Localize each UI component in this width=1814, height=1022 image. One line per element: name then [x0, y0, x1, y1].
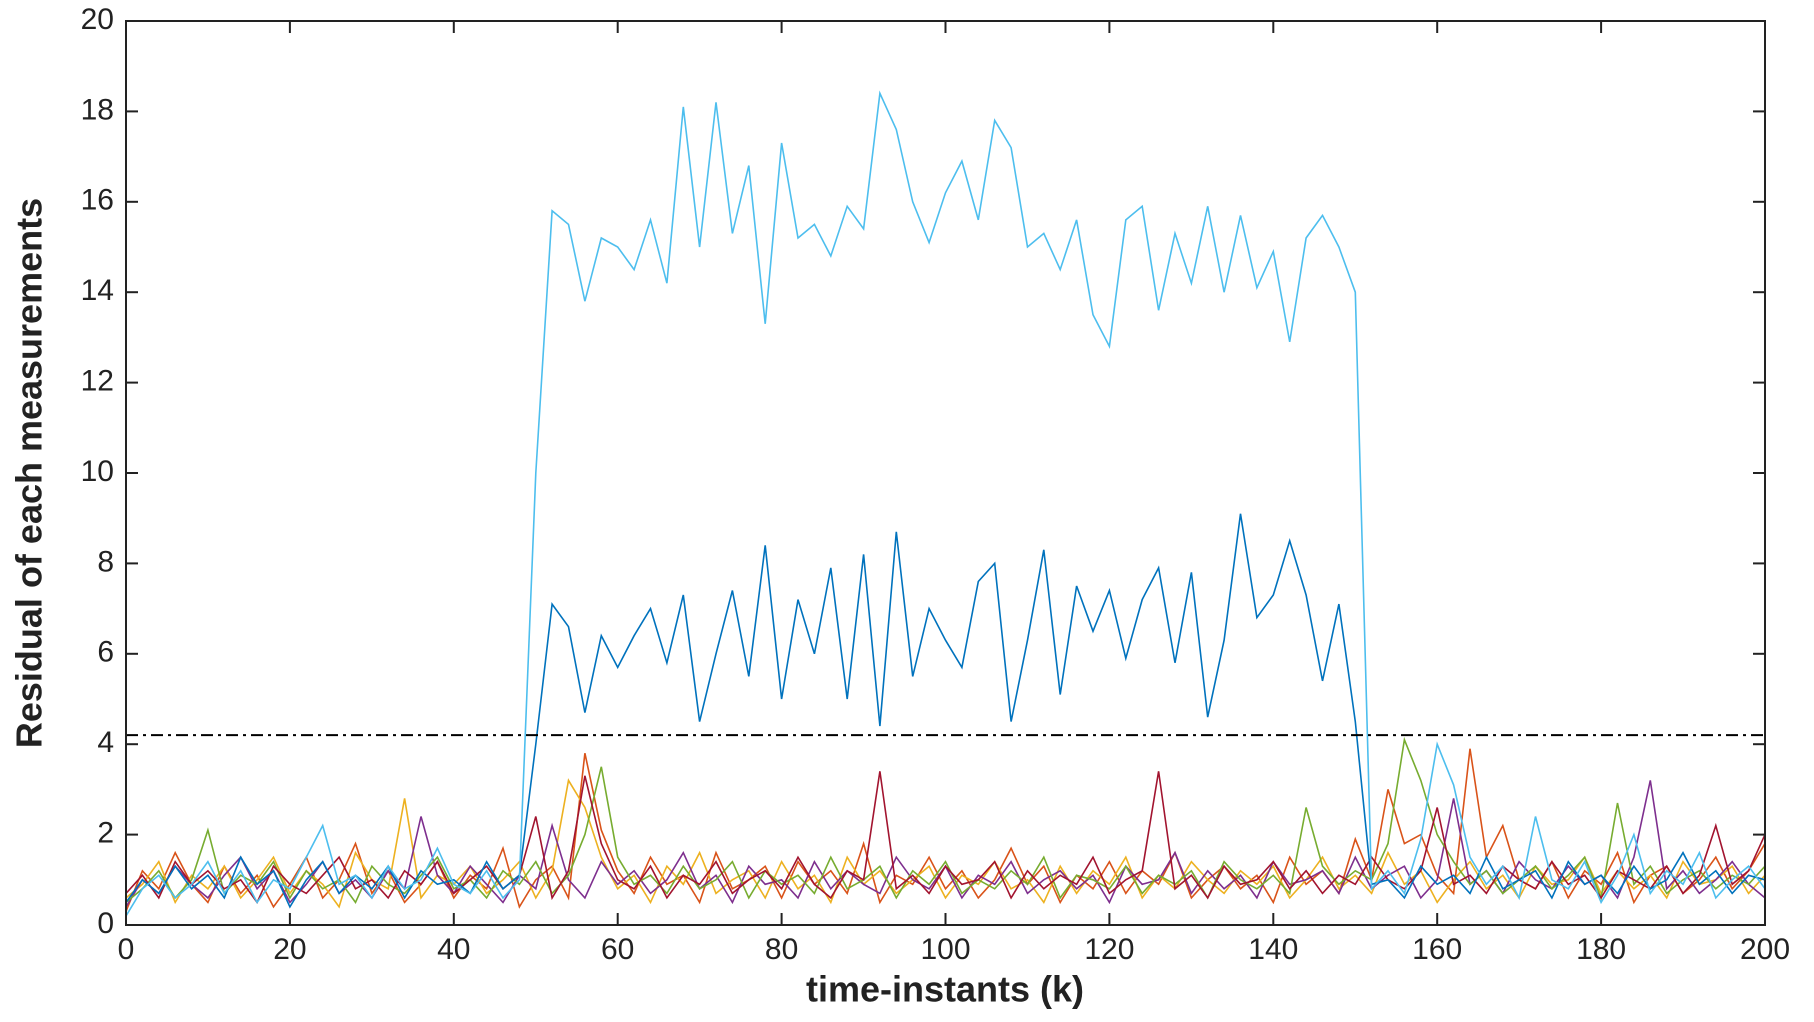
x-tick-label: 200 [1740, 933, 1790, 966]
plot-frame [125, 20, 1766, 926]
x-axis-label: time-instants (k) [806, 969, 1084, 1010]
y-tick-label: 18 [81, 93, 114, 126]
data-line [125, 748, 1766, 912]
x-tick-label: 40 [437, 933, 470, 966]
y-tick-label: 12 [81, 365, 114, 398]
x-tick-label: 20 [273, 933, 306, 966]
y-tick-label: 8 [97, 545, 114, 578]
x-tick-label: 0 [118, 933, 135, 966]
x-tick-label: 120 [1084, 933, 1134, 966]
data-line [125, 771, 1766, 904]
x-tick-label: 60 [601, 933, 634, 966]
data-line [125, 90, 1766, 917]
x-tick-label: 100 [920, 933, 970, 966]
y-tick-label: 4 [97, 726, 114, 759]
y-tick-label: 14 [81, 274, 114, 307]
y-tick-label: 2 [97, 817, 114, 850]
data-line [125, 513, 1766, 909]
x-tick-label: 180 [1576, 933, 1626, 966]
y-tick-label: 20 [81, 3, 114, 36]
y-tick-label: 6 [97, 636, 114, 669]
y-tick-label: 0 [97, 907, 114, 940]
x-tick-label: 140 [1248, 933, 1298, 966]
y-axis-label: Residual of each measurements [9, 198, 50, 748]
x-tick-label: 80 [765, 933, 798, 966]
y-tick-label: 10 [81, 455, 114, 488]
y-tick-label: 16 [81, 184, 114, 217]
x-tick-label: 160 [1412, 933, 1462, 966]
